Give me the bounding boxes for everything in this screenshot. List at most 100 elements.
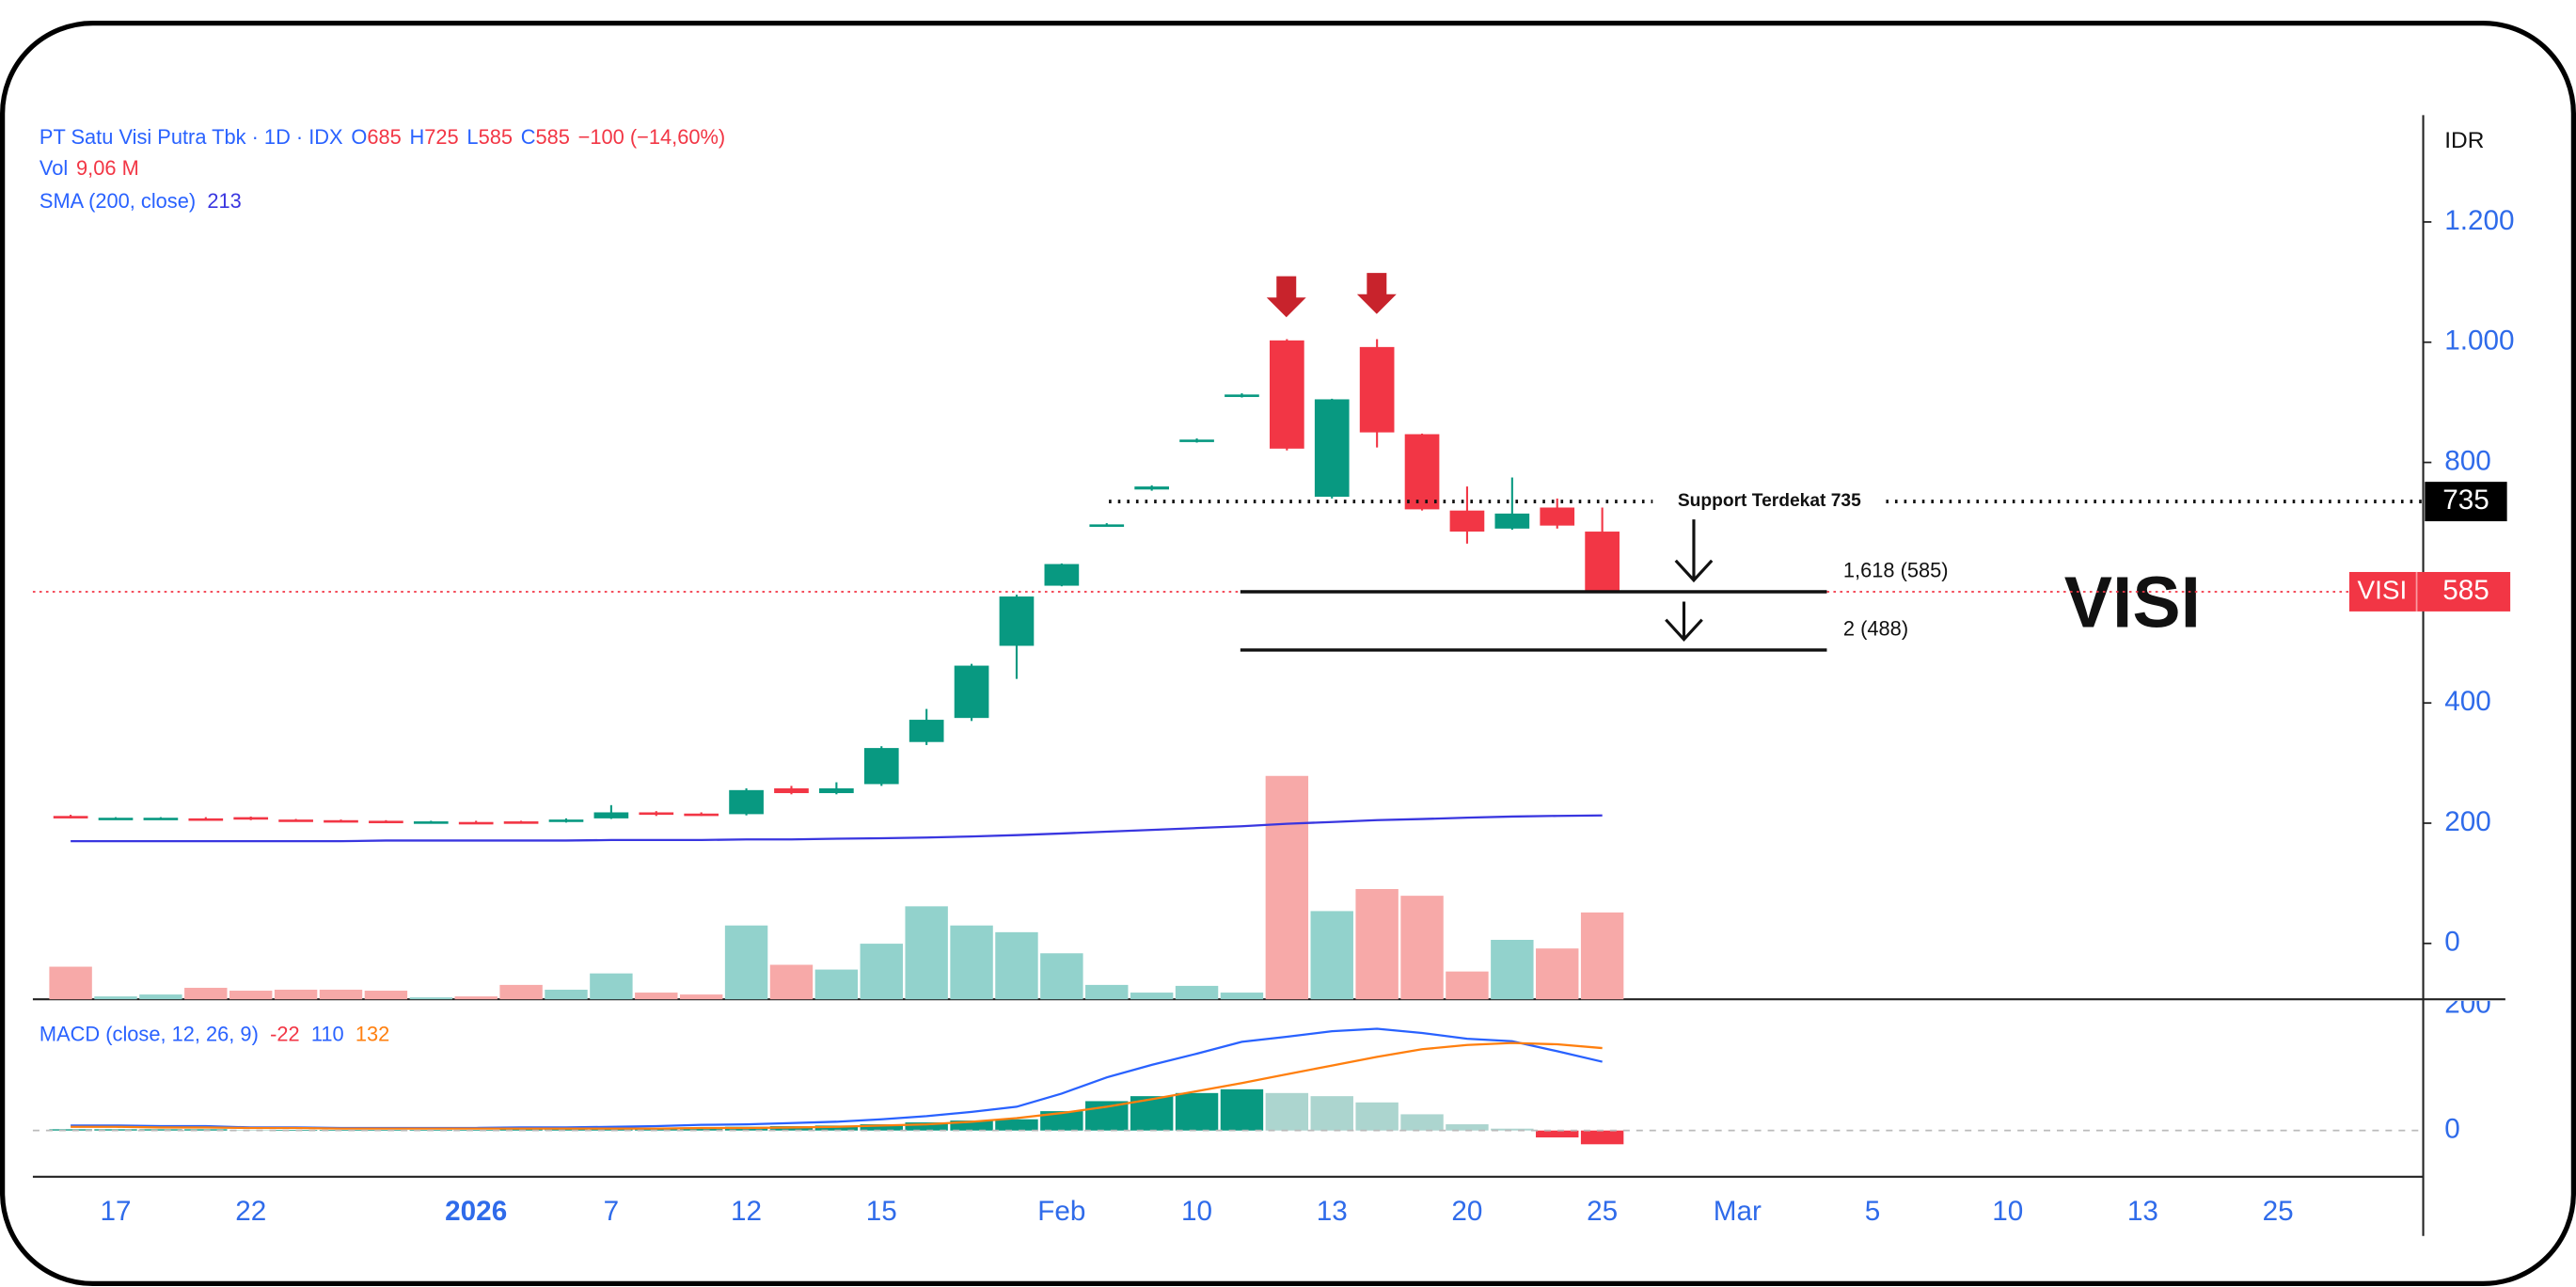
candle-body <box>1494 513 1530 529</box>
volume-bar <box>1446 971 1489 1000</box>
x-tick-label: Mar <box>1714 1196 1762 1227</box>
support-price-box <box>2425 482 2507 522</box>
volume-bar <box>1400 896 1444 1000</box>
down-arrow <box>1674 519 1714 583</box>
candle-body <box>863 748 899 785</box>
histogram-bar <box>1220 1088 1264 1131</box>
y-tick-label: 1.200 <box>2444 205 2514 236</box>
candle-body <box>1134 486 1169 490</box>
histogram-bar <box>139 1129 182 1131</box>
volume-bar <box>409 997 453 1000</box>
volume-bar <box>454 996 498 1000</box>
candle-body <box>999 596 1035 646</box>
candle-body <box>548 819 584 822</box>
x-tick-label: Feb <box>1037 1196 1085 1227</box>
volume-bar <box>1580 912 1624 1000</box>
candle-body <box>1585 532 1620 592</box>
x-tick-label: 13 <box>1317 1196 1348 1227</box>
histogram-bar <box>1400 1114 1444 1131</box>
histogram-bar <box>545 1129 588 1131</box>
histogram-bar <box>1536 1130 1579 1137</box>
histogram-bar <box>1310 1096 1353 1131</box>
candle-body <box>729 789 764 815</box>
candle-body <box>1179 439 1214 442</box>
histogram-value: -22 <box>270 1022 300 1045</box>
histogram-bar <box>1355 1102 1399 1131</box>
support-price: 735 <box>2442 485 2489 516</box>
volume-bar <box>1130 993 1174 1000</box>
y-tick-label: 0 <box>2444 927 2460 958</box>
volume-bar <box>905 906 948 1000</box>
histogram-bar <box>229 1130 273 1131</box>
sma-legend: SMA (200, close) 213 <box>40 189 242 213</box>
x-tick-label: 25 <box>1587 1196 1618 1227</box>
y-tick-label: 200 <box>2444 989 2491 1020</box>
y-tick-label: 1.000 <box>2444 326 2514 357</box>
last-price-box <box>2348 571 2511 612</box>
volume-title: Vol <box>40 156 68 180</box>
marker-arrow <box>1356 273 1397 314</box>
candle-body <box>1404 434 1440 510</box>
volume-bar <box>94 996 137 1000</box>
x-tick-label: 17 <box>100 1196 131 1227</box>
histogram-bar <box>1446 1124 1489 1131</box>
y-tick-label: 400 <box>2444 686 2491 717</box>
volume-bar <box>590 973 633 1000</box>
volume-bar <box>1310 911 1353 1000</box>
candle-body <box>593 812 629 818</box>
candle-body <box>503 821 539 824</box>
candle-body <box>188 818 224 821</box>
ohlc-key: H <box>410 125 425 149</box>
volume-bar <box>1175 985 1219 1000</box>
candle-body <box>639 812 674 816</box>
x-tick-label: 2026 <box>445 1196 507 1227</box>
volume-bar <box>995 931 1038 1000</box>
candle-body <box>1359 346 1395 433</box>
histogram-bar <box>1265 1092 1309 1131</box>
volume-bar <box>635 993 678 1000</box>
macd-value: 110 <box>311 1022 344 1045</box>
candle-body <box>684 813 719 817</box>
histogram-bar <box>860 1124 903 1131</box>
candle-body <box>1314 399 1350 497</box>
candle-body <box>278 819 313 822</box>
candle-body <box>233 817 269 820</box>
volume-bar <box>139 994 182 1000</box>
y-tick-label: 800 <box>2444 445 2491 476</box>
ohlc-value: 585 <box>479 125 513 149</box>
fib-label: 2 (488) <box>1843 617 1908 641</box>
volume-bar <box>860 944 903 1000</box>
volume-bar <box>769 964 814 1000</box>
candle-body <box>53 816 88 818</box>
candle-body <box>143 818 179 820</box>
y-tick-label: 200 <box>2444 806 2491 837</box>
candle-body <box>458 821 494 825</box>
candle-body <box>909 720 944 742</box>
histogram-bar <box>905 1122 948 1131</box>
x-tick-label: 20 <box>1451 1196 1482 1227</box>
candle-body <box>98 818 134 820</box>
histogram-bar <box>1040 1111 1083 1131</box>
histogram-bar <box>49 1129 92 1131</box>
x-tick-label: 12 <box>731 1196 762 1227</box>
y-tick-label: 0 <box>2444 1114 2460 1145</box>
histogram-bar <box>1491 1128 1534 1131</box>
instrument-title: PT Satu Visi Putra Tbk · 1D · IDX <box>40 125 343 149</box>
candle-body <box>1089 524 1125 527</box>
x-tick-label: 15 <box>866 1196 897 1227</box>
histogram-bar <box>1085 1101 1129 1131</box>
support-label-bg <box>1652 488 1887 516</box>
ohlc-key: O <box>351 125 367 149</box>
volume-bar <box>1040 953 1083 1000</box>
volume-bar <box>814 969 859 1000</box>
sma-title: SMA (200, close) <box>40 189 196 213</box>
volume-bar <box>679 994 723 1000</box>
histogram-bar <box>814 1125 859 1131</box>
macd-title: MACD (close, 12, 26, 9) <box>40 1022 259 1045</box>
x-tick-label: 10 <box>1992 1196 2023 1227</box>
candle-body <box>819 787 854 794</box>
change: −100 (−14,60%) <box>578 125 726 149</box>
x-tick-label: 22 <box>235 1196 266 1227</box>
volume-bar <box>499 984 543 1000</box>
